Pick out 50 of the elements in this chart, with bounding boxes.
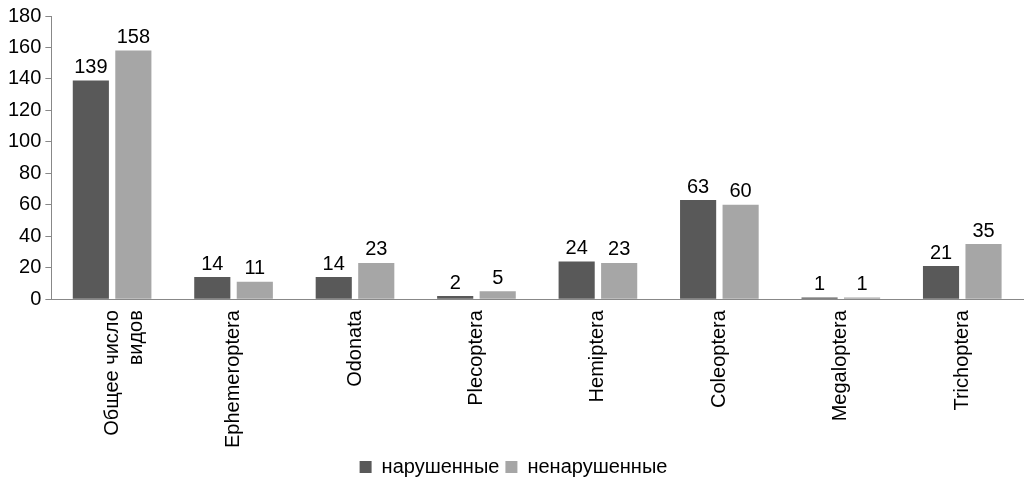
y-tick-label: 80 xyxy=(19,160,42,183)
bar xyxy=(315,277,352,299)
data-label: 14 xyxy=(201,251,224,274)
bar xyxy=(479,291,516,299)
data-label: 35 xyxy=(972,218,995,241)
bar xyxy=(72,80,109,299)
x-tick-label: Megaloptera xyxy=(828,309,851,422)
x-tick-label: Ephemeroptera xyxy=(221,309,244,449)
data-label: 1 xyxy=(856,272,868,295)
bar xyxy=(922,266,960,299)
y-tick-label: 40 xyxy=(19,223,42,246)
bar xyxy=(558,261,595,299)
y-tick-label: 100 xyxy=(7,129,42,152)
bar xyxy=(194,277,231,299)
data-label: 60 xyxy=(729,179,752,202)
bar xyxy=(437,295,474,299)
bar xyxy=(965,244,1002,299)
x-tick-label: Hemiptera xyxy=(585,309,608,403)
y-tick-label: 180 xyxy=(7,3,42,26)
bar xyxy=(358,262,395,299)
data-label: 5 xyxy=(492,265,504,288)
bar xyxy=(115,50,152,299)
bar xyxy=(722,204,759,299)
x-tick-label: Coleoptera xyxy=(706,309,729,408)
data-label: 11 xyxy=(244,256,266,279)
bar xyxy=(601,262,638,299)
x-tick-label: Odonata xyxy=(342,309,365,387)
data-label: 24 xyxy=(565,235,588,258)
data-label: 139 xyxy=(74,55,108,78)
data-label: 23 xyxy=(608,237,631,260)
x-tick-label: Plecoptera xyxy=(463,309,486,406)
y-tick-label: 20 xyxy=(19,255,42,278)
data-label: 23 xyxy=(365,237,388,260)
bar xyxy=(236,281,273,299)
data-label: 1 xyxy=(814,272,826,295)
data-label: 158 xyxy=(116,25,151,48)
data-label: 21 xyxy=(929,240,953,263)
legend-label: ненарушенные xyxy=(527,454,668,477)
y-tick-label: 160 xyxy=(7,34,42,57)
data-label: 14 xyxy=(322,251,345,274)
data-label: 2 xyxy=(449,270,461,293)
y-tick-label: 120 xyxy=(7,97,42,120)
y-tick-label: 0 xyxy=(30,286,42,309)
y-tick-label: 140 xyxy=(7,66,42,89)
legend-label: нарушенные xyxy=(381,454,500,477)
bar xyxy=(680,200,717,299)
data-label: 63 xyxy=(686,174,710,197)
y-tick-label: 60 xyxy=(19,192,42,215)
x-tick-label: Общее число видов xyxy=(99,310,146,436)
x-tick-label: Trichoptera xyxy=(949,309,972,411)
